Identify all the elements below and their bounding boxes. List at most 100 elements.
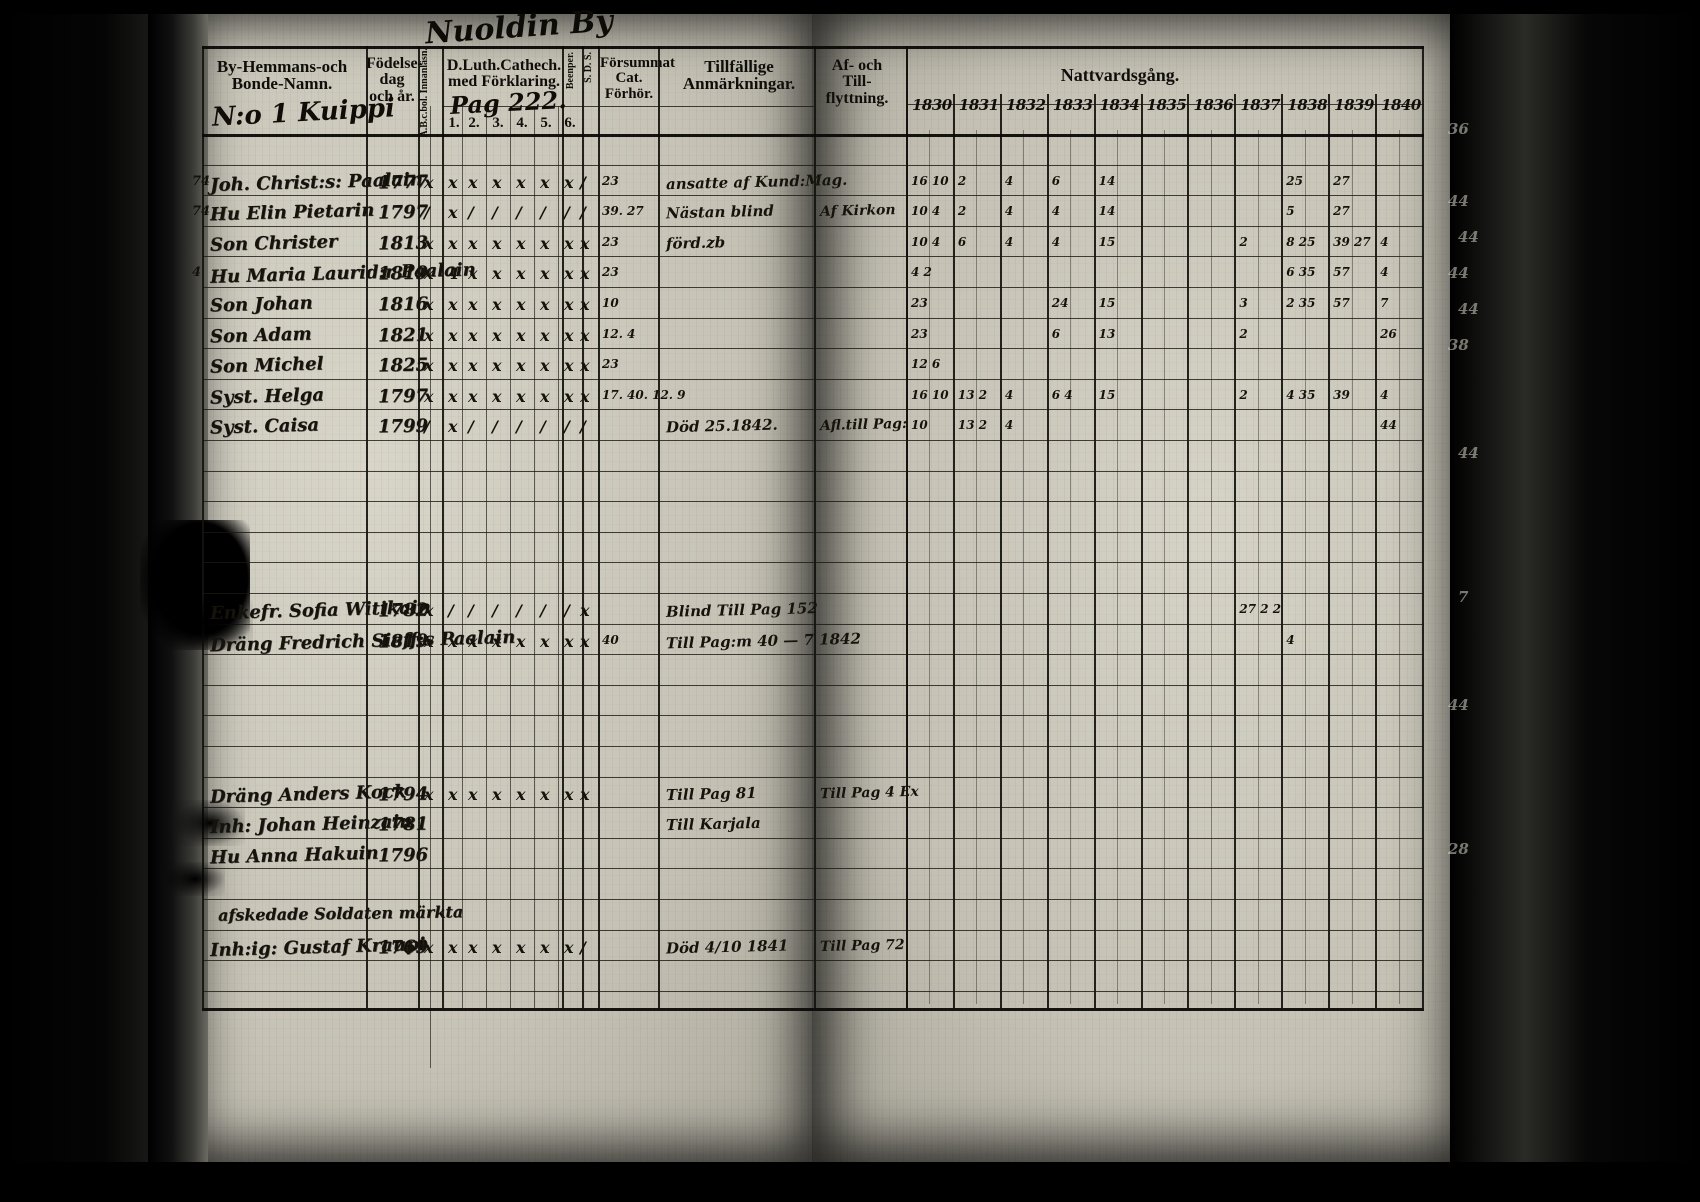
grid-hline — [202, 440, 1424, 441]
grid-hline — [202, 623, 1424, 625]
margin-pencil-number: 44 — [1448, 264, 1469, 282]
row-catechism-mark: x — [448, 233, 458, 253]
row-catechism-mark: x — [580, 631, 590, 651]
row-catechism-mark: x — [492, 356, 502, 376]
right-dark-edge — [1450, 0, 1700, 1202]
row-birth-year: 1797 — [377, 385, 429, 408]
row-catechism-mark: x — [448, 356, 458, 376]
row-communion-value: 2 — [1239, 387, 1248, 402]
row-catechism-mark: x — [468, 631, 478, 651]
row-catechism-mark: x — [540, 264, 550, 284]
column-header-catechism: D.Luth.Cathech. med Förklaring. — [446, 57, 562, 91]
row-communion-value: 44 — [1380, 418, 1397, 433]
row-catechism-mark: / — [580, 937, 586, 957]
row-communion-value: 24 — [1051, 296, 1069, 310]
row-catechism-mark: / — [580, 203, 586, 223]
row-catechism-mark: x — [492, 937, 502, 957]
row-catechism-mark: / — [468, 601, 474, 620]
row-catechism-mark: x — [468, 386, 478, 406]
catechism-sub-header: 1. — [448, 115, 460, 131]
row-catechism-mark: / — [516, 417, 522, 437]
row-name: Hu Anna Hakuin — [209, 842, 379, 869]
grid-hline — [202, 164, 1424, 166]
row-catechism-mark: x — [492, 172, 502, 192]
communion-year-header: 1831 — [958, 96, 999, 114]
row-communion-value: 2 — [957, 173, 967, 188]
row-catechism-mark: / — [540, 601, 546, 620]
row-catechism-mark: x — [468, 295, 478, 314]
row-catechism-mark: x — [468, 784, 478, 804]
row-catechism-mark: x — [564, 784, 574, 804]
grid-vline — [952, 94, 955, 1008]
row-communion-value: 4 — [1004, 418, 1014, 433]
grid-hline — [202, 46, 1424, 49]
row-name: Syst. Helga — [209, 384, 325, 409]
grid-vline-subtick — [929, 130, 931, 1004]
row-catechism-mark: x — [540, 784, 550, 804]
row-catechism-mark: / — [492, 417, 498, 437]
row-birth-year: 1782 — [377, 599, 429, 622]
row-catechism-mark: x — [580, 264, 590, 284]
row-catechism-mark: x — [516, 172, 526, 192]
row-catechism-mark: x — [448, 386, 458, 406]
row-communion-value: 6 — [1051, 326, 1061, 341]
row-catechism-mark: x — [564, 386, 574, 406]
row-catechism-mark: / — [580, 172, 586, 192]
row-catechism-mark: x — [492, 386, 502, 406]
grid-vline-subtick — [1257, 130, 1259, 1004]
row-communion-value: 4 — [1004, 173, 1014, 188]
grid-hline — [202, 470, 1424, 472]
row-name: Son Johan — [209, 292, 313, 317]
row-communion-value: 5 — [1286, 204, 1295, 219]
grid-vline — [1187, 94, 1190, 1008]
row-communion-value: 15 — [1098, 387, 1116, 402]
row-margin-number: 4 — [192, 265, 202, 281]
communion-year-header: 1836 — [1193, 96, 1234, 114]
row-communion-value: 27 2 2 — [1239, 602, 1282, 616]
row-catechism-mark: x — [448, 417, 458, 437]
row-communion-value: 13 2 — [957, 387, 988, 402]
margin-pencil-number: 38 — [1448, 336, 1469, 354]
grid-vline-subtick — [1398, 130, 1400, 1004]
row-birth-year: 1769 — [377, 936, 429, 959]
grid-hline — [202, 195, 1424, 197]
grid-hline — [202, 868, 1424, 870]
row-catechism-mark: x — [564, 295, 574, 314]
grid-hline — [202, 501, 1424, 503]
column-header-name: By-Hemmans-och Bonde-Namn. — [216, 57, 348, 94]
row-abc-mark: x — [424, 295, 434, 314]
row-communion-value: 14 — [1098, 204, 1116, 219]
row-communion-value: 10 — [911, 418, 928, 433]
grid-hline — [202, 287, 1424, 288]
margin-pencil-number: 36 — [1448, 120, 1469, 138]
margin-pencil-number: 44 — [1458, 228, 1479, 246]
row-communion-value: 6 — [1051, 173, 1061, 188]
row-communion-value: 4 — [1051, 234, 1061, 249]
grid-hline — [906, 104, 1424, 105]
row-communion-value: 13 — [1098, 326, 1116, 341]
row-communion-value: 16 10 — [911, 387, 949, 402]
row-communion-value: 2 — [1239, 326, 1248, 341]
row-catechism-mark: x — [516, 295, 526, 314]
row-communion-value: 16 10 — [911, 173, 949, 188]
row-catechism-mark: x — [492, 631, 502, 651]
grid-vline — [430, 106, 431, 1068]
margin-pencil-number: 7 — [1458, 588, 1469, 606]
row-catechism-mark: x — [540, 356, 550, 376]
row-remarks: Nästan blind — [665, 201, 775, 223]
row-communion-value: 27 — [1333, 173, 1350, 188]
row-communion-value: 14 — [1098, 173, 1116, 188]
grid-vline-subtick — [1117, 130, 1119, 1004]
grid-vline-subtick — [1304, 130, 1306, 1004]
row-communion-value: 4 — [1286, 632, 1295, 647]
row-communion-value: 23 — [911, 296, 928, 310]
communion-year-header: 1838 — [1287, 96, 1328, 114]
grid-hline — [202, 684, 1424, 686]
grid-hline — [202, 960, 1424, 962]
row-catechism-mark: x — [516, 325, 526, 345]
row-catechism-mark: x — [540, 172, 550, 192]
row-communion-value: 8 25 — [1286, 234, 1316, 249]
grid-hline — [202, 837, 1424, 839]
catechism-sub-header: 4. — [516, 115, 528, 131]
